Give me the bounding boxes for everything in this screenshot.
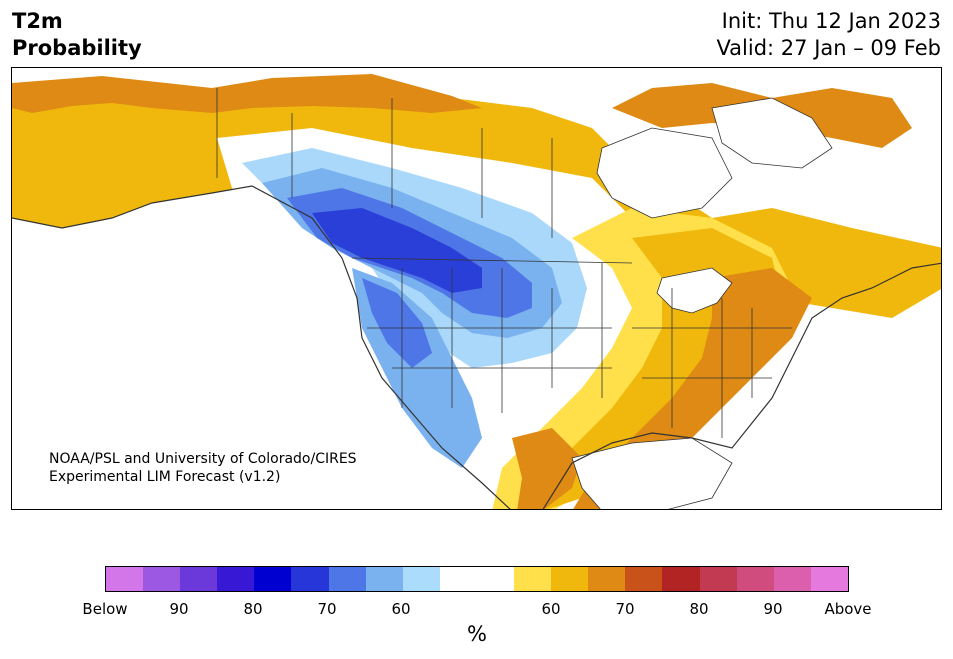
colorbar-label-above: Above [824, 600, 872, 618]
credit-line-1: NOAA/PSL and University of Colorado/CIRE… [49, 451, 357, 467]
map-canvas [12, 68, 941, 509]
colorbar-label-above-80: 80 [689, 600, 709, 618]
forecast-map [11, 67, 942, 510]
gulf-of-mexico [571, 437, 733, 509]
colorbar-label-below-60: 60 [391, 600, 411, 618]
colorbar-segment-2 [180, 567, 218, 591]
colorbar-segment-5 [291, 567, 329, 591]
colorbar-label-below: Below [82, 600, 128, 618]
colorbar-segment-16 [699, 567, 737, 591]
credit-text: NOAA/PSL and University of Colorado/CIRE… [49, 450, 357, 486]
land-north-dark-orange [12, 74, 482, 113]
colorbar-segment-12 [551, 567, 589, 591]
colorbar-segment-6 [328, 567, 366, 591]
political-borders [216, 88, 792, 438]
valid-range: Valid: 27 Jan – 09 Feb [716, 36, 941, 60]
colorbar-segment-3 [217, 567, 255, 591]
title-left: T2m Probability [12, 8, 142, 62]
colorbar-segment-17 [736, 567, 774, 591]
anomaly-blue-75 [312, 208, 482, 293]
colorbar-segment-10 [476, 567, 515, 591]
great-lakes [656, 267, 733, 314]
colorbar-segment-11 [514, 567, 552, 591]
colorbar-segment-18 [773, 567, 811, 591]
colorbar-segment-1 [143, 567, 181, 591]
anomaly-blue-west-deep [362, 278, 432, 368]
colorbar-segment-13 [588, 567, 626, 591]
title-variable: T2m [12, 9, 63, 33]
hudson-bay [596, 127, 733, 219]
title-right: Init: Thu 12 Jan 2023 Valid: 27 Jan – 09… [716, 8, 941, 62]
credit-line-2: Experimental LIM Forecast (v1.2) [49, 469, 281, 485]
colorbar-segment-14 [625, 567, 663, 591]
colorbar-segment-7 [365, 567, 403, 591]
colorbar-segment-9 [439, 567, 477, 591]
colorbar-segment-8 [402, 567, 440, 591]
colorbar [105, 566, 849, 592]
title-probability: Probability [12, 36, 142, 60]
colorbar-label-above-70: 70 [615, 600, 635, 618]
colorbar-unit: % [467, 622, 487, 646]
colorbar-label-below-80: 80 [243, 600, 263, 618]
colorbar-label-above-90: 90 [763, 600, 783, 618]
colorbar-label-below-70: 70 [317, 600, 337, 618]
colorbar-label-below-90: 90 [169, 600, 189, 618]
arctic-water [711, 97, 833, 169]
colorbar-segment-15 [662, 567, 700, 591]
colorbar-segment-19 [810, 567, 848, 591]
init-date: Init: Thu 12 Jan 2023 [721, 9, 941, 33]
colorbar-segment-4 [254, 567, 292, 591]
coastline [12, 185, 941, 509]
colorbar-label-above-60: 60 [541, 600, 561, 618]
colorbar-segment-0 [106, 567, 144, 591]
anomaly-orange-mexico [512, 428, 582, 509]
